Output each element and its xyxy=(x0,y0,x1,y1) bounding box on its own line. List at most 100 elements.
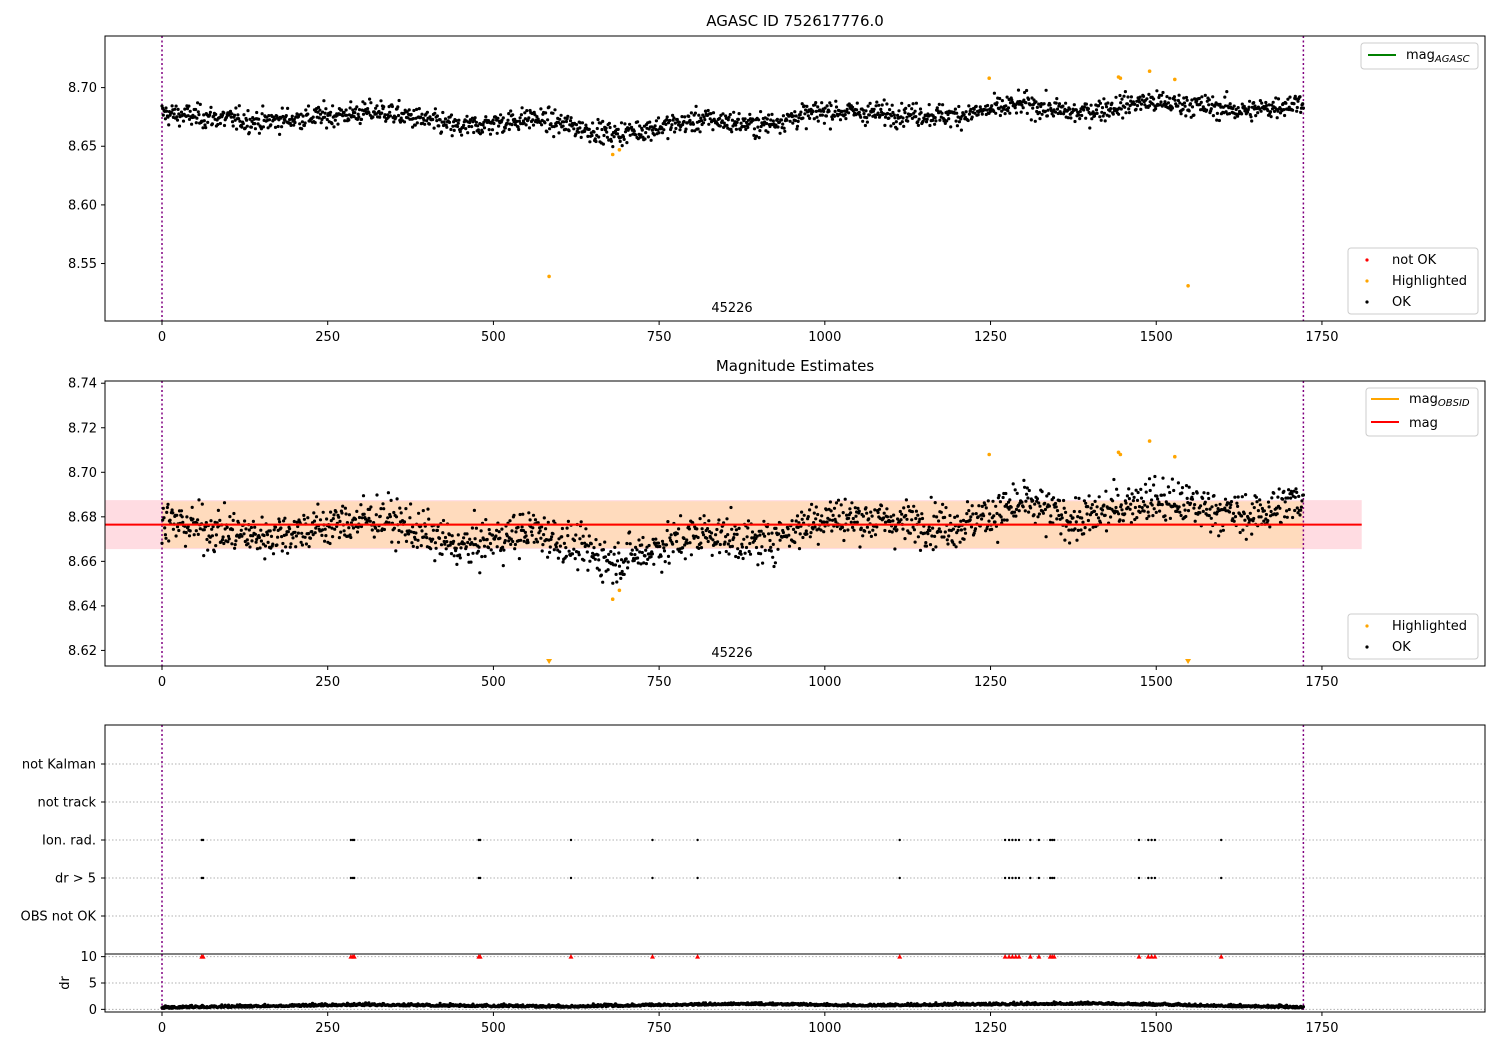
ok-point xyxy=(974,511,978,516)
ok-point xyxy=(769,118,773,122)
ok-point xyxy=(324,534,328,538)
ok-point xyxy=(781,122,785,126)
ok-point xyxy=(976,113,980,117)
ok-point xyxy=(760,545,764,549)
ok-point xyxy=(396,113,401,118)
flag-row-label: not track xyxy=(37,796,96,811)
ok-point xyxy=(1055,97,1059,101)
ok-point xyxy=(1219,529,1223,533)
ok-point xyxy=(1087,494,1091,498)
ok-point xyxy=(501,564,505,568)
ok-point xyxy=(1118,93,1122,98)
ok-point xyxy=(916,120,920,124)
ok-point xyxy=(478,539,482,543)
ok-point xyxy=(838,112,842,116)
ok-point xyxy=(933,116,937,120)
ok-point xyxy=(794,519,798,523)
x-tick-label: 250 xyxy=(315,675,340,690)
ok-point xyxy=(1094,108,1099,112)
ok-point xyxy=(230,528,235,532)
magnitude-estimates-frame xyxy=(104,380,1486,667)
ok-point xyxy=(1000,109,1004,113)
ok-point xyxy=(615,580,619,584)
ok-point xyxy=(1088,528,1092,532)
ok-point xyxy=(1276,495,1280,499)
ok-point xyxy=(971,512,975,516)
ok-point xyxy=(1040,490,1044,494)
ok-point xyxy=(747,549,751,554)
ok-point xyxy=(929,495,933,499)
ok-point xyxy=(1089,506,1093,510)
ok-point xyxy=(317,116,321,120)
ok-point xyxy=(267,118,272,122)
ok-point xyxy=(1101,114,1105,118)
ok-point xyxy=(399,116,403,120)
ok-point xyxy=(776,547,780,551)
ok-point xyxy=(1223,104,1228,108)
ok-point xyxy=(973,527,978,531)
ok-point xyxy=(814,101,818,105)
ok-point xyxy=(632,558,636,563)
ok-point xyxy=(992,109,996,113)
ok-point xyxy=(234,106,238,110)
ok-point xyxy=(873,533,878,537)
ok-point xyxy=(636,556,640,560)
ok-point xyxy=(793,530,798,534)
ok-point xyxy=(422,535,426,539)
ok-point xyxy=(1287,488,1291,492)
magnitude-estimates-panel: Magnitude Estimates 45226 0 250 500 750 1000… xyxy=(68,357,1486,690)
ok-point xyxy=(273,117,277,121)
ok-point xyxy=(601,142,606,146)
ok-point xyxy=(1255,500,1259,504)
ok-point xyxy=(1292,102,1296,106)
ok-point xyxy=(233,113,237,117)
ok-point xyxy=(1209,107,1213,111)
ok-point xyxy=(828,518,832,522)
ok-point xyxy=(476,549,480,553)
ok-point xyxy=(1264,104,1268,108)
ok-point xyxy=(1117,112,1121,116)
ok-point xyxy=(1068,541,1072,545)
ok-point xyxy=(649,138,653,142)
ok-point xyxy=(1030,96,1034,100)
ok-point xyxy=(622,572,626,577)
ok-point xyxy=(630,548,634,552)
ok-point xyxy=(1047,492,1051,496)
ok-point xyxy=(1015,491,1019,495)
ok-point xyxy=(426,507,430,511)
flag-point xyxy=(569,876,573,880)
ok-point xyxy=(707,122,711,126)
ok-point xyxy=(809,531,813,535)
ok-point xyxy=(758,129,762,133)
ok-point xyxy=(196,110,200,114)
ok-point xyxy=(946,542,950,546)
ok-point xyxy=(220,538,225,542)
ok-point xyxy=(606,568,610,572)
ok-point xyxy=(458,130,462,134)
ok-point xyxy=(404,507,408,511)
ok-point xyxy=(1032,98,1036,102)
flag-point xyxy=(1007,838,1011,842)
ok-point xyxy=(306,516,310,520)
ok-point xyxy=(320,533,324,538)
ok-point xyxy=(427,517,431,521)
ok-point xyxy=(1207,98,1211,102)
ok-point xyxy=(987,519,991,523)
ok-point xyxy=(169,110,173,115)
ok-point xyxy=(284,545,288,549)
ok-point xyxy=(702,514,706,518)
ok-point xyxy=(1198,511,1202,515)
ok-point xyxy=(1053,110,1058,114)
ok-point xyxy=(208,110,212,114)
ok-point xyxy=(1099,118,1103,122)
ok-point xyxy=(1082,499,1086,503)
ok-point xyxy=(397,98,401,103)
ok-point xyxy=(187,104,191,108)
ok-point xyxy=(292,123,296,127)
ok-point xyxy=(603,540,607,544)
ok-point xyxy=(1121,116,1125,120)
ok-point xyxy=(1207,496,1211,501)
ok-point xyxy=(914,509,919,513)
ok-point xyxy=(1041,511,1045,515)
ok-point xyxy=(669,126,673,130)
